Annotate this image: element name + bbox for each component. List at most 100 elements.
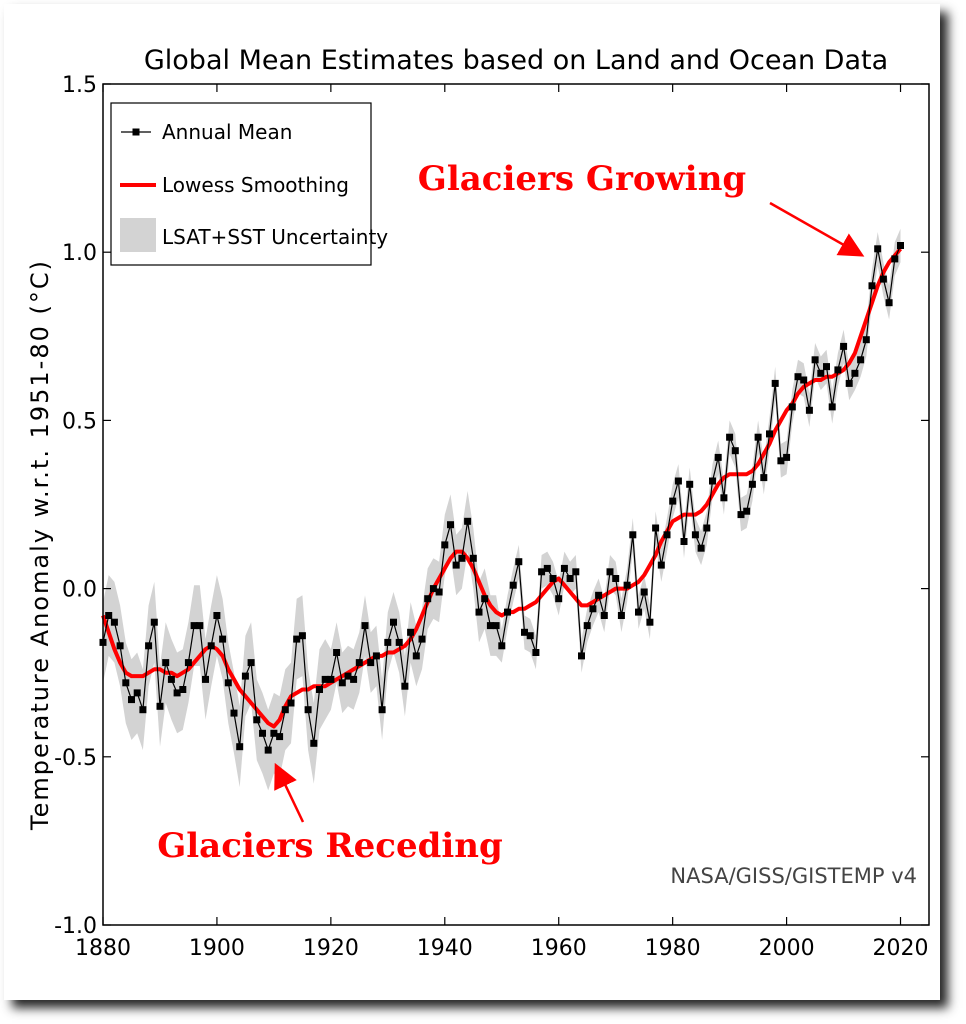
x-tick-label: 1940 [417,936,473,961]
annual-mean-point [845,379,853,387]
annual-mean-point [897,242,904,249]
annual-mean-point [236,743,244,751]
annual-mean-point [834,366,842,374]
annual-mean-point [817,369,825,377]
annual-mean-point [646,618,654,626]
annual-mean-point [674,477,682,485]
annual-mean-point [281,706,289,714]
annual-mean-point [805,406,813,414]
annual-mean-point [543,564,551,572]
annual-mean-point [105,612,113,619]
annual-mean-point [691,531,699,539]
annual-mean-point [504,608,511,616]
axis-ticks: 1880 1900 1920 1940 1960 1980 2000 2020 -1.0 -0.5… [54,73,929,961]
annual-mean-point [133,689,141,697]
annual-mean-point [110,618,118,626]
annual-mean-point [224,679,232,687]
annotation-glaciers-growing: Glaciers Growing [418,159,746,199]
annual-mean-point [270,729,278,737]
annual-mean-point [669,497,677,505]
annual-mean-point [560,564,568,572]
annual-mean-layer [99,242,904,754]
annual-mean-point [464,517,472,525]
annual-mean-point [766,430,773,438]
annual-mean-point [635,608,642,616]
annual-mean-point [714,453,722,461]
annual-mean-point [879,275,887,283]
annual-mean-point [384,638,392,646]
annual-mean-point [748,480,756,488]
annual-mean-point [202,675,209,683]
annual-mean-point [629,531,637,539]
x-tick-label: 1920 [303,936,359,961]
legend: Annual Mean Lowess Smoothing LSAT+SST Unce… [110,102,388,266]
legend-annual-label: Annual Mean [162,120,292,144]
annual-mean-point [726,433,734,441]
annual-mean-point [424,595,432,603]
annual-mean-point [811,356,819,364]
annual-mean-point [145,642,153,650]
y-tick-label: -0.5 [54,746,97,771]
annual-mean-point [874,245,882,253]
annual-mean-point [401,682,409,690]
annual-mean-point [481,595,489,603]
annual-mean-point [338,679,346,687]
annual-mean-point [475,608,483,616]
annual-mean-point [606,568,614,576]
y-tick-label: 1.0 [62,241,97,266]
annual-mean-point [800,376,808,384]
x-tick-label: 2020 [873,936,929,961]
annual-mean-point [623,581,631,589]
annual-mean-point [435,588,443,596]
y-tick-label: 1.5 [62,73,97,98]
annual-mean-point [771,379,779,387]
annual-mean-point [686,480,694,488]
annual-mean-point [549,575,557,582]
annual-mean-point [612,575,620,582]
annual-mean-point [372,652,380,660]
annual-mean-point [247,659,255,667]
annual-mean-point [355,659,363,667]
annual-mean-point [259,729,266,737]
annual-mean-point [293,635,301,643]
annual-mean-point [697,544,705,552]
annual-mean-point [230,709,238,717]
annual-mean-point [390,618,397,626]
annual-mean-point [196,622,204,630]
annual-mean-point [139,706,147,714]
annual-mean-point [828,403,836,411]
legend-lowess-label: Lowess Smoothing [162,173,349,197]
annual-mean-point [652,524,660,532]
annotation-arrow-growing [769,201,865,257]
annual-mean-point [583,622,591,630]
chart: 1880 1900 1920 1940 1960 1980 2000 2020 -1.0 -0.5… [26,45,930,961]
annual-mean-point [640,588,648,596]
annual-mean-point [452,561,460,569]
annual-mean-point [156,702,164,710]
annual-mean-point [441,541,449,549]
annual-mean-point [395,638,403,646]
legend-uncertainty-label: LSAT+SST Uncertainty [162,225,388,249]
annual-mean-point [184,659,192,667]
annual-mean-point [276,733,284,741]
chart-title: Global Mean Estimates based on Land and … [144,45,888,76]
annual-mean-point [515,558,523,566]
annual-mean-point [492,622,500,630]
annual-mean-point [116,642,124,650]
annual-mean-point [566,575,574,582]
annual-mean-point [857,356,865,364]
annual-mean-point [458,554,466,562]
annual-mean-point [333,649,341,656]
annual-mean-point [378,706,386,714]
x-tick-label: 1960 [531,936,587,961]
annual-mean-point [823,363,830,371]
annual-mean-point [891,255,899,263]
y-tick-label: 0.5 [62,409,97,434]
legend-uncertainty-swatch [120,218,156,252]
annual-mean-point [868,282,876,290]
annual-mean-point [617,612,625,619]
plot-area-border [102,83,930,926]
annual-mean-point [509,581,517,589]
annual-mean-point [321,675,329,683]
annual-mean-point [241,672,249,680]
